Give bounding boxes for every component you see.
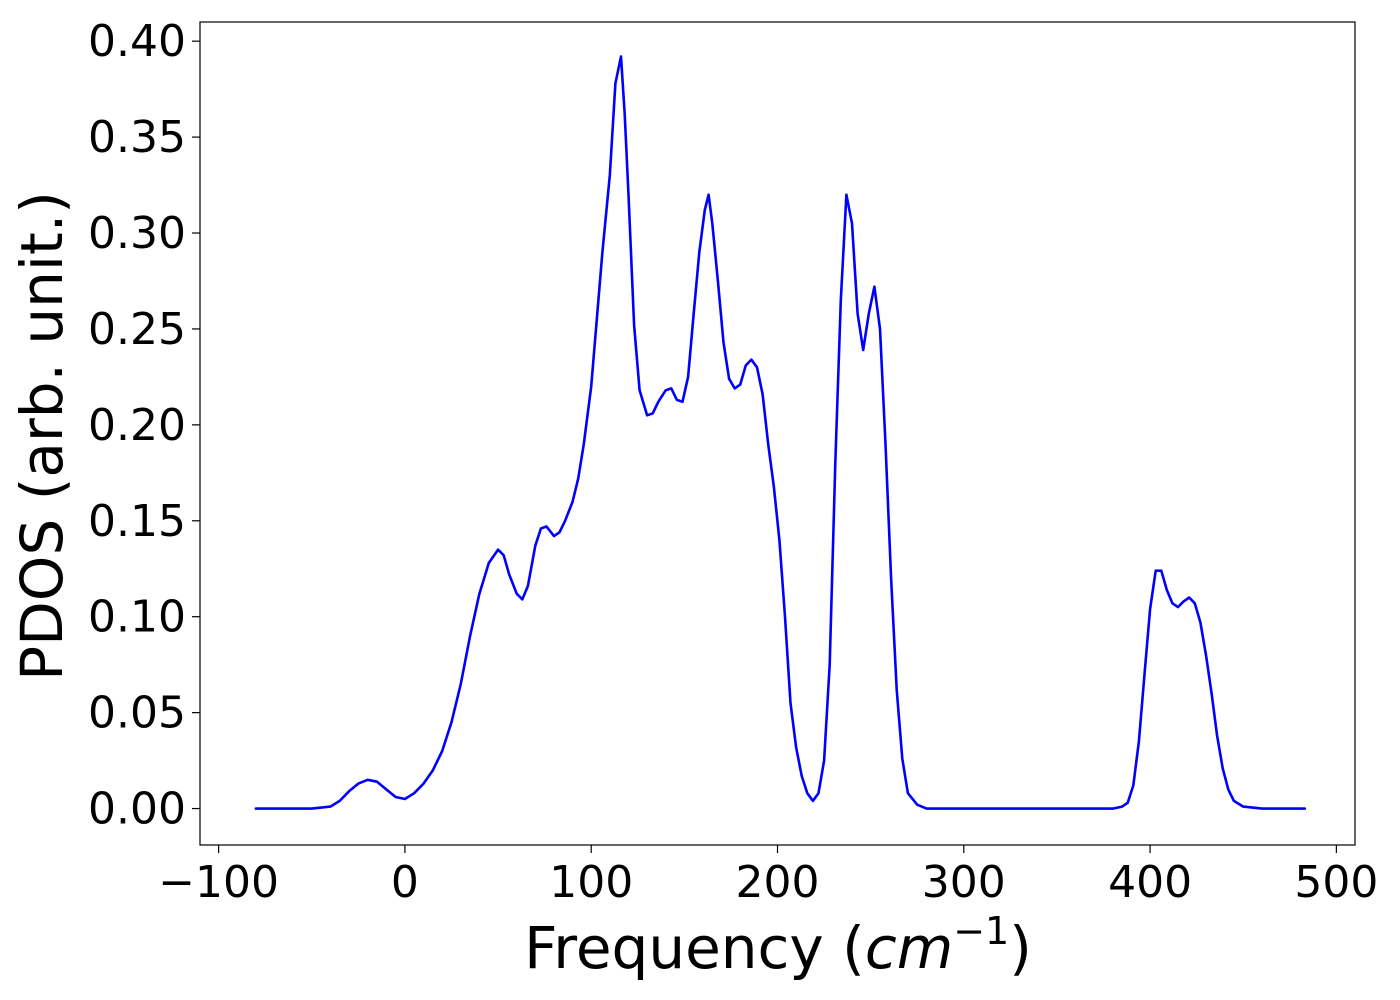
x-tick-label: 0 <box>391 857 419 908</box>
x-tick-label: 100 <box>549 857 633 908</box>
y-tick-label: 0.05 <box>88 688 186 739</box>
y-tick-label: 0.35 <box>88 112 186 163</box>
y-tick-label: 0.10 <box>88 592 186 643</box>
y-tick-label: 0.00 <box>88 784 186 835</box>
y-axis-title: PDOS (arb. unit.) <box>8 191 76 681</box>
x-tick-label: −100 <box>158 857 279 908</box>
x-tick-label: 200 <box>736 857 820 908</box>
x-tick-label: 400 <box>1108 857 1192 908</box>
y-tick-label: 0.25 <box>88 304 186 355</box>
series-layer <box>254 55 1306 810</box>
x-axis-ticks: −100 0 100 200 300 400 500 <box>158 845 1378 908</box>
y-tick-label: 0.40 <box>88 16 186 67</box>
x-tick-label: 500 <box>1294 857 1378 908</box>
x-tick-label: 300 <box>922 857 1006 908</box>
y-tick-label: 0.20 <box>88 400 186 451</box>
y-tick-label: 0.30 <box>88 208 186 259</box>
plot-frame <box>199 21 1356 846</box>
pdos-series-line <box>254 55 1306 810</box>
y-axis-ticks: 0.00 0.05 0.10 0.15 0.20 0.25 0.30 0.35 0.40 <box>88 16 200 835</box>
y-tick-label: 0.15 <box>88 496 186 547</box>
x-axis-title: Frequency (cm−1) <box>524 909 1032 982</box>
plot-background <box>200 22 1355 845</box>
